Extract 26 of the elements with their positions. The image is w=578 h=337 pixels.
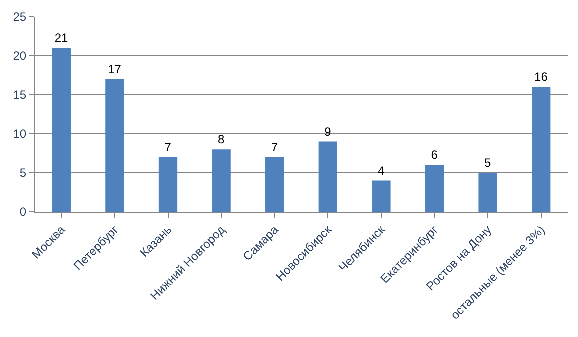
bar [372,180,391,212]
y-tick-label: 0 [20,205,27,220]
bar [478,173,498,212]
data-label: 17 [108,62,122,76]
bar [52,48,71,212]
data-label: 16 [534,70,548,84]
data-label: 9 [324,124,332,139]
data-label: 7 [164,140,172,154]
bar [425,165,444,212]
y-tick-label: 10 [13,127,27,142]
bar [158,157,178,212]
bar [266,157,284,212]
data-label: 7 [271,140,278,154]
y-tick-label: 20 [13,49,27,64]
data-label: 5 [484,156,492,170]
y-tick-label: 5 [20,166,27,180]
y-tick-label: 15 [13,88,27,102]
data-label: 4 [378,164,385,178]
data-label: 8 [218,132,226,147]
data-label: 6 [431,148,438,162]
y-tick-label: 25 [13,10,27,24]
bar [212,150,231,212]
bar [318,142,338,212]
bar [106,79,124,212]
bar [532,87,551,212]
data-label: 21 [54,31,68,46]
